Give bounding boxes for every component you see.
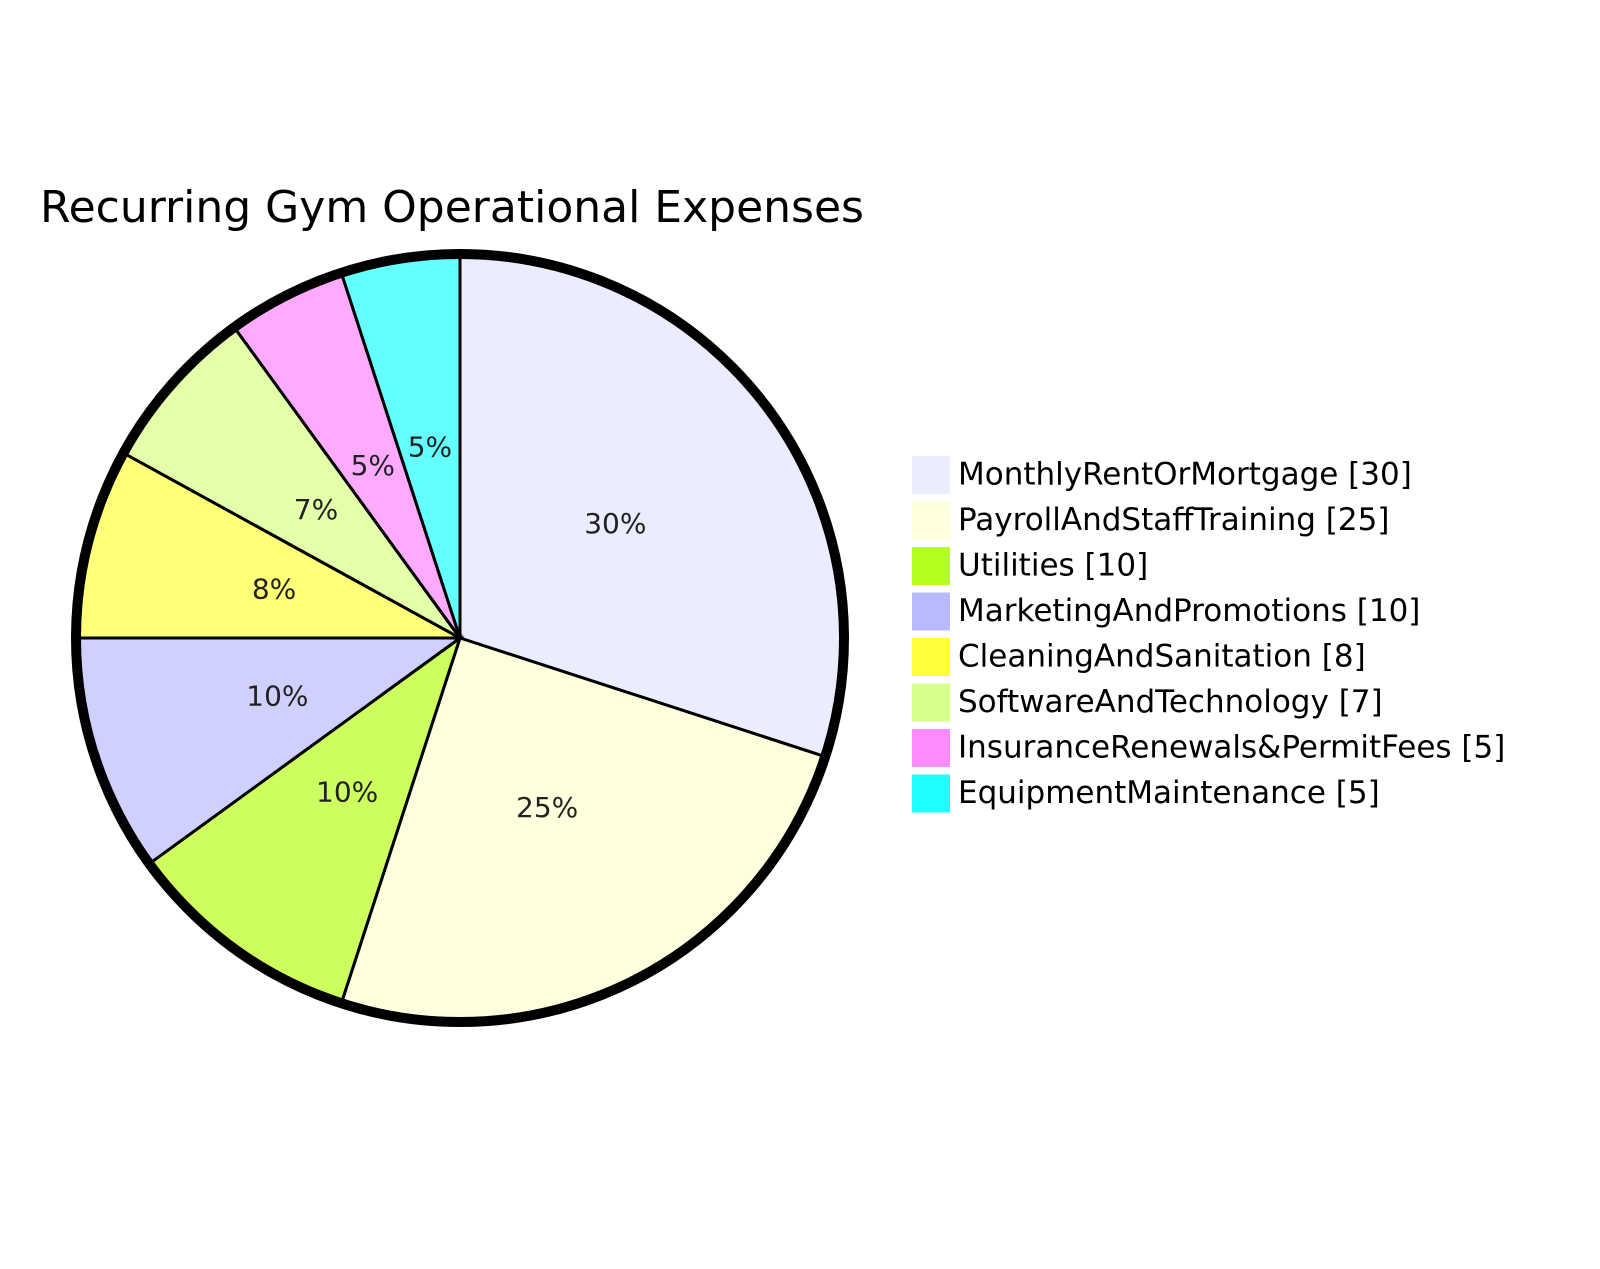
pie-slices [74, 252, 846, 1024]
legend-entry: MarketingAndPromotions [10] [958, 593, 1420, 629]
slice-percent-label: 30% [584, 507, 646, 540]
legend-entry: CleaningAndSanitation [8] [958, 639, 1366, 675]
legend-swatch [912, 729, 950, 767]
legend-swatch [912, 501, 950, 540]
slice-percent-label: 7% [294, 493, 338, 526]
legend-swatch [912, 638, 950, 676]
pie-outline [71, 249, 849, 1027]
legend-swatch [912, 774, 950, 813]
slice-percent-label: 5% [408, 430, 452, 463]
legend-entry: MonthlyRentOrMortgage [30] [958, 457, 1412, 493]
legend: MonthlyRentOrMortgage [30] PayrollAndStaf… [912, 456, 1505, 813]
legend-entry: EquipmentMaintenance [5] [958, 775, 1380, 811]
legend-swatch [912, 547, 950, 585]
legend-swatch [912, 592, 950, 631]
legend-entry: SoftwareAndTechnology [7] [958, 684, 1383, 720]
legend-swatch [912, 456, 950, 494]
slice-percent-label: 10% [246, 679, 308, 712]
slice-percent-label: 8% [252, 572, 296, 605]
legend-swatch [912, 683, 950, 722]
legend-entry: PayrollAndStaffTraining [25] [958, 502, 1389, 538]
chart-title: Recurring Gym Operational Expenses [40, 182, 864, 233]
legend-entry: InsuranceRenewals&PermitFees [5] [958, 730, 1505, 766]
legend-entry: Utilities [10] [958, 548, 1148, 584]
slice-labels: 30% 25% 10% 10% 8% 7% 5% 5% [246, 430, 646, 824]
slice-percent-label: 25% [516, 791, 578, 824]
slice-percent-label: 5% [351, 449, 395, 482]
slice-percent-label: 10% [316, 775, 378, 808]
